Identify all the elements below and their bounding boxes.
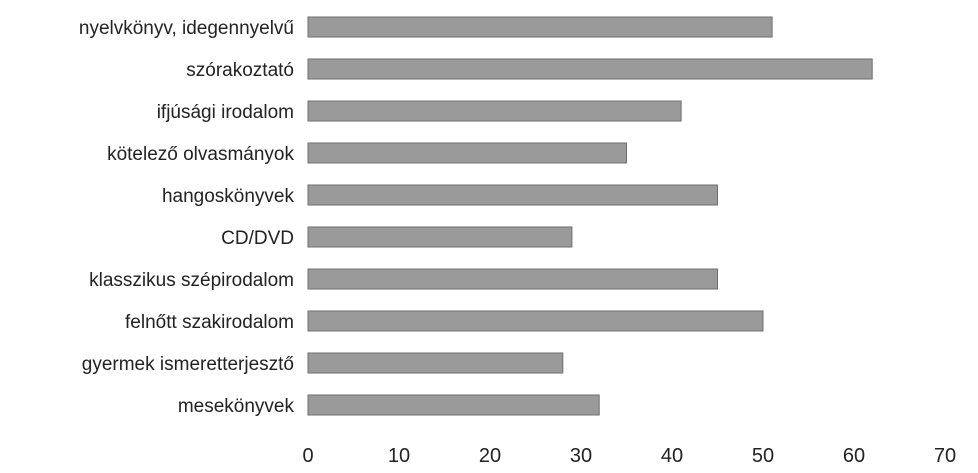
category-label-9: mesekönyvek <box>178 396 295 417</box>
bar-7 <box>307 310 764 332</box>
bar-9 <box>307 394 600 416</box>
x-tick-label-6: 60 <box>843 445 865 467</box>
category-labels: nyelvkönyv, idegennyelvű szórakoztató ifjú… <box>79 18 295 417</box>
bar-8 <box>307 352 564 374</box>
category-label-1: szórakoztató <box>186 60 294 81</box>
bar-6 <box>307 268 718 290</box>
x-tick-label-1: 10 <box>388 445 410 467</box>
x-axis-tick-labels: 0 10 20 30 40 50 60 70 <box>302 445 956 467</box>
bar-4 <box>307 184 718 206</box>
x-tick-label-7: 70 <box>934 445 956 467</box>
category-label-2: ifjúsági irodalom <box>157 102 294 123</box>
bars-layer <box>307 16 873 416</box>
bar-2 <box>307 100 682 122</box>
x-tick-label-5: 50 <box>752 445 774 467</box>
category-label-8: gyermek ismeretterjesztő <box>82 354 294 375</box>
x-tick-label-2: 20 <box>479 445 501 467</box>
x-tick-label-0: 0 <box>302 445 313 467</box>
category-label-6: klasszikus szépirodalom <box>89 270 294 291</box>
bar-0 <box>307 16 773 38</box>
bar-1 <box>307 58 873 80</box>
category-label-4: hangoskönyvek <box>162 186 295 207</box>
category-label-3: kötelező olvasmányok <box>107 144 294 165</box>
x-tick-label-4: 40 <box>661 445 683 467</box>
bar-3 <box>307 142 627 164</box>
x-tick-label-3: 30 <box>570 445 592 467</box>
category-label-0: nyelvkönyv, idegennyelvű <box>79 18 294 39</box>
category-label-5: CD/DVD <box>221 228 294 249</box>
category-label-7: felnőtt szakirodalom <box>125 312 294 333</box>
bar-5 <box>307 226 573 248</box>
